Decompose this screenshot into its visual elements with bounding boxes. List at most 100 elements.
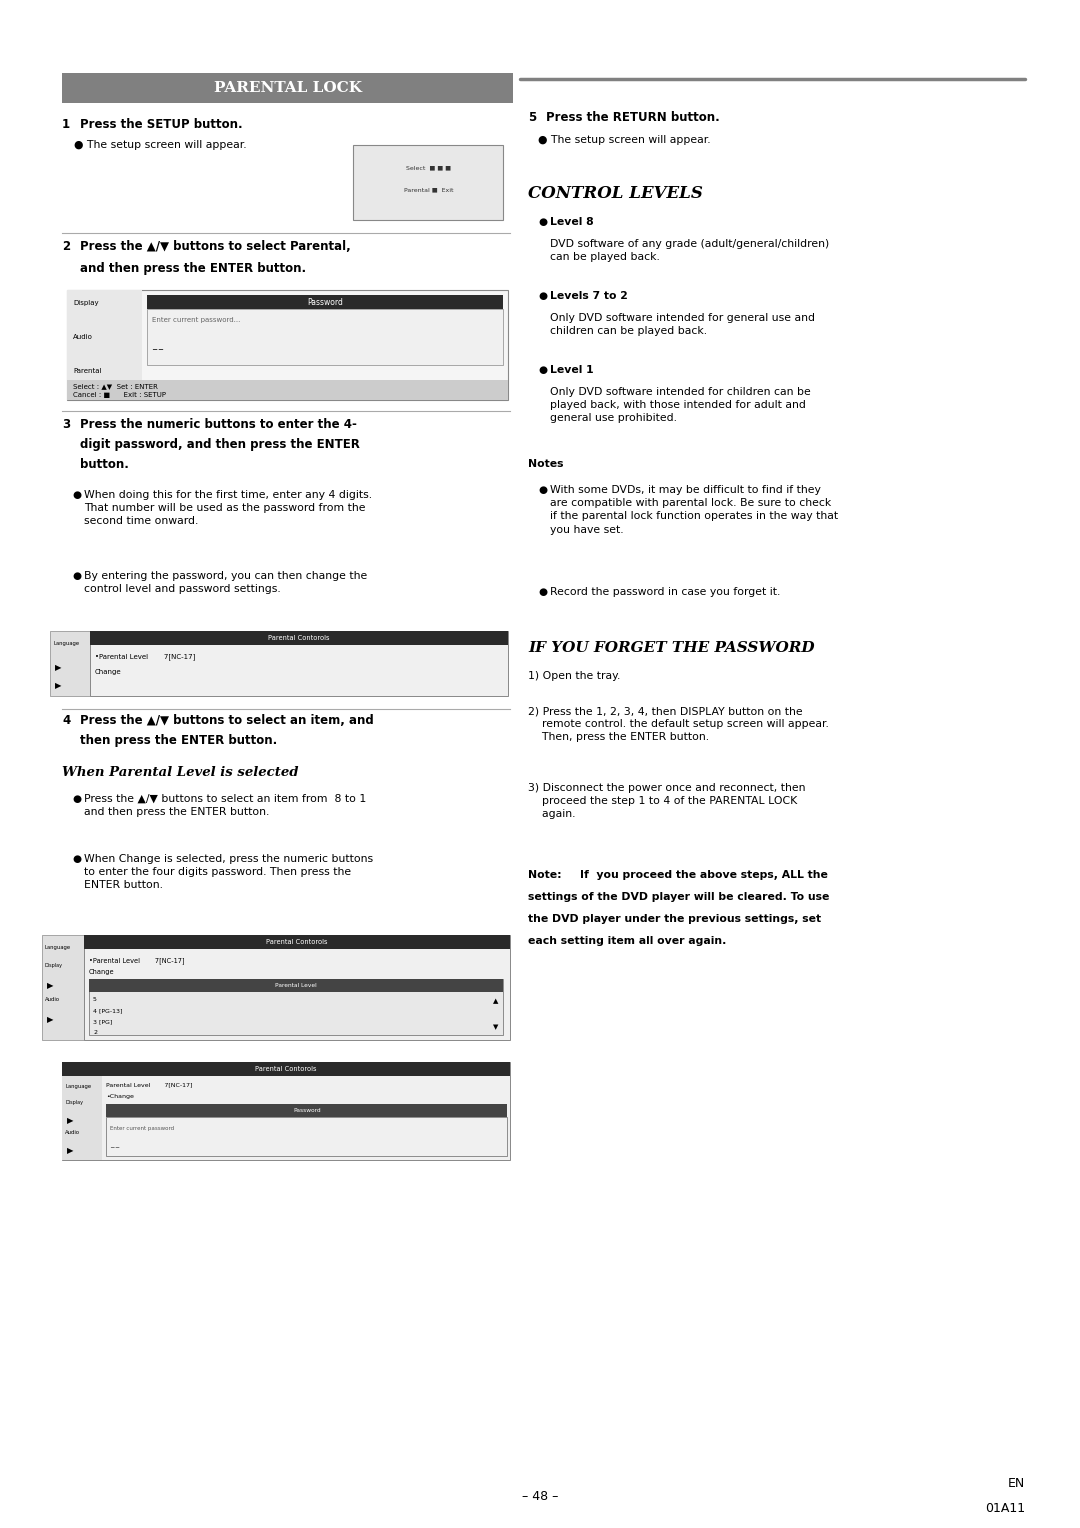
Text: Parental Contorols: Parental Contorols <box>269 636 330 642</box>
Text: When doing this for the first time, enter any 4 digits.
That number will be used: When doing this for the first time, ente… <box>84 490 373 527</box>
Text: ▲: ▲ <box>494 998 499 1004</box>
Text: settings of the DVD player will be cleared. To use: settings of the DVD player will be clear… <box>528 892 829 902</box>
Text: the DVD player under the previous settings, set: the DVD player under the previous settin… <box>528 914 822 924</box>
Text: CONTROL LEVELS: CONTROL LEVELS <box>528 185 703 202</box>
FancyBboxPatch shape <box>67 380 509 400</box>
Text: ▶: ▶ <box>67 1115 73 1125</box>
Text: ●: ● <box>539 484 548 495</box>
Text: ●: ● <box>539 587 548 597</box>
Text: When Change is selected, press the numeric buttons
to enter the four digits pass: When Change is selected, press the numer… <box>84 854 373 891</box>
FancyBboxPatch shape <box>67 290 509 400</box>
FancyBboxPatch shape <box>84 935 511 949</box>
Text: Level 1: Level 1 <box>551 365 594 374</box>
Text: 4 [PG-13]: 4 [PG-13] <box>93 1008 122 1013</box>
FancyBboxPatch shape <box>62 1076 102 1160</box>
Text: PARENTAL LOCK: PARENTAL LOCK <box>214 81 362 95</box>
Text: – 48 –: – 48 – <box>522 1490 558 1502</box>
Text: Parental Contorols: Parental Contorols <box>256 1067 316 1073</box>
Text: ▶: ▶ <box>55 681 62 691</box>
Text: ●: ● <box>539 290 548 301</box>
Text: 3: 3 <box>62 419 70 431</box>
Text: Press the SETUP button.: Press the SETUP button. <box>80 118 243 131</box>
Text: If  you proceed the above steps, ALL the: If you proceed the above steps, ALL the <box>580 869 828 880</box>
Text: ▼: ▼ <box>494 1024 499 1030</box>
Text: digit password, and then press the ENTER: digit password, and then press the ENTER <box>80 439 360 451</box>
Text: When Parental Level is selected: When Parental Level is selected <box>62 766 298 779</box>
Text: Levels 7 to 2: Levels 7 to 2 <box>551 290 629 301</box>
Text: ●: ● <box>72 795 81 804</box>
Text: and then press the ENTER button.: and then press the ENTER button. <box>80 261 306 275</box>
FancyBboxPatch shape <box>147 309 503 365</box>
Text: 1) Open the tray.: 1) Open the tray. <box>528 671 621 681</box>
Text: •Parental Level       7[NC-17]: •Parental Level 7[NC-17] <box>95 652 195 660</box>
Text: ● The setup screen will appear.: ● The setup screen will appear. <box>75 141 246 150</box>
Text: 3 [PG]: 3 [PG] <box>93 1019 112 1024</box>
Text: Parental: Parental <box>73 368 102 374</box>
Text: Press the ▲/▼ buttons to select an item from  8 to 1
and then press the ENTER bu: Press the ▲/▼ buttons to select an item … <box>84 795 366 817</box>
Text: 4: 4 <box>62 714 70 727</box>
Text: IF YOU FORGET THE PASSWORD: IF YOU FORGET THE PASSWORD <box>528 642 815 656</box>
Text: Audio: Audio <box>73 335 93 341</box>
FancyBboxPatch shape <box>147 295 503 309</box>
Text: •Change: •Change <box>106 1094 134 1099</box>
Text: Change: Change <box>89 969 114 975</box>
Text: ●: ● <box>539 217 548 228</box>
Text: 1: 1 <box>62 118 70 131</box>
Text: 2: 2 <box>62 240 70 254</box>
FancyBboxPatch shape <box>89 979 503 1034</box>
Text: EN: EN <box>1008 1478 1025 1490</box>
FancyBboxPatch shape <box>42 935 84 1041</box>
FancyBboxPatch shape <box>62 73 513 102</box>
FancyBboxPatch shape <box>106 1117 508 1157</box>
FancyBboxPatch shape <box>106 1105 508 1117</box>
Text: ▶: ▶ <box>67 1146 73 1155</box>
Text: •Parental Level       7[NC-17]: •Parental Level 7[NC-17] <box>89 957 185 964</box>
Text: Press the numeric buttons to enter the 4-: Press the numeric buttons to enter the 4… <box>80 419 356 431</box>
Text: Only DVD software intended for general use and
children can be played back.: Only DVD software intended for general u… <box>551 313 815 336</box>
Text: ▶: ▶ <box>48 1015 54 1024</box>
Text: 5: 5 <box>93 996 97 1002</box>
Text: Record the password in case you forget it.: Record the password in case you forget i… <box>551 587 781 597</box>
Text: each setting item all over again.: each setting item all over again. <box>528 937 727 946</box>
Text: Press the ▲/▼ buttons to select an item, and: Press the ▲/▼ buttons to select an item,… <box>80 714 374 727</box>
Text: 3) Disconnect the power once and reconnect, then
    proceed the step 1 to 4 of : 3) Disconnect the power once and reconne… <box>528 782 806 819</box>
Text: ●: ● <box>72 490 81 500</box>
FancyBboxPatch shape <box>67 290 141 400</box>
Text: With some DVDs, it may be difficult to find if they
are compatible with parental: With some DVDs, it may be difficult to f… <box>551 484 838 535</box>
Text: 5: 5 <box>528 112 537 124</box>
Text: ▶: ▶ <box>48 981 54 990</box>
Text: Notes: Notes <box>528 458 564 469</box>
Text: Only DVD software intended for children can be
played back, with those intended : Only DVD software intended for children … <box>551 387 811 423</box>
Text: Audio: Audio <box>45 996 60 1002</box>
FancyBboxPatch shape <box>90 631 509 645</box>
Text: button.: button. <box>80 458 129 471</box>
Text: Password: Password <box>308 298 343 307</box>
Text: _ _: _ _ <box>152 341 163 348</box>
Text: Audio: Audio <box>65 1131 80 1135</box>
Text: Press the RETURN button.: Press the RETURN button. <box>546 112 720 124</box>
Text: ●: ● <box>539 365 548 374</box>
Text: Note:: Note: <box>528 869 562 880</box>
Text: Parental Contorols: Parental Contorols <box>267 940 328 944</box>
Text: Language: Language <box>45 944 71 950</box>
FancyBboxPatch shape <box>90 631 509 695</box>
FancyBboxPatch shape <box>353 145 503 220</box>
Text: Level 8: Level 8 <box>551 217 594 228</box>
Text: Language: Language <box>65 1083 91 1089</box>
Text: Display: Display <box>73 299 98 306</box>
Text: _ _: _ _ <box>110 1141 119 1148</box>
Text: Press the ▲/▼ buttons to select Parental,: Press the ▲/▼ buttons to select Parental… <box>80 240 351 254</box>
Text: then press the ENTER button.: then press the ENTER button. <box>80 733 278 747</box>
Text: ▶: ▶ <box>55 663 62 672</box>
Text: DVD software of any grade (adult/general/children)
can be played back.: DVD software of any grade (adult/general… <box>551 238 829 263</box>
Text: Display: Display <box>45 963 63 969</box>
Text: Select : ▲▼  Set : ENTER: Select : ▲▼ Set : ENTER <box>73 384 158 390</box>
FancyBboxPatch shape <box>62 1062 511 1160</box>
Text: ● The setup screen will appear.: ● The setup screen will appear. <box>539 134 711 145</box>
FancyBboxPatch shape <box>50 631 90 695</box>
FancyBboxPatch shape <box>62 1062 511 1076</box>
Text: Change: Change <box>95 669 122 675</box>
Text: ●: ● <box>72 571 81 581</box>
Text: Parental ■  Exit: Parental ■ Exit <box>404 188 454 193</box>
Text: Enter current password: Enter current password <box>110 1126 174 1131</box>
